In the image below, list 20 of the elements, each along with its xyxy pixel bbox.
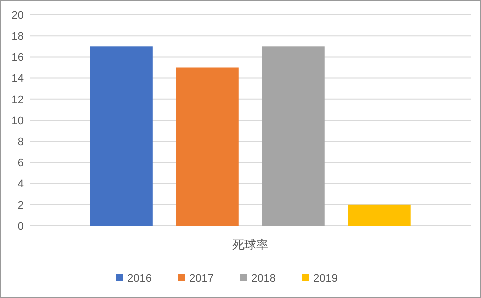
y-tick-label: 20 <box>12 10 24 22</box>
bar <box>176 68 239 226</box>
y-tick-label: 2 <box>18 200 24 212</box>
y-tick-label: 18 <box>12 30 24 43</box>
y-tick-label: 4 <box>18 178 24 191</box>
y-tick-label: 8 <box>18 136 24 148</box>
legend-label: 2017 <box>190 272 214 285</box>
legend-label: 2016 <box>128 272 152 285</box>
y-tick-label: 6 <box>18 158 24 170</box>
legend-label: 2018 <box>252 272 276 285</box>
bar <box>90 46 153 226</box>
y-tick-label: 12 <box>12 94 24 106</box>
bar <box>262 46 325 226</box>
x-tick-label: 死球率 <box>232 238 268 252</box>
y-tick-label: 10 <box>12 115 24 128</box>
legend-label: 2019 <box>314 272 338 285</box>
y-tick-label: 16 <box>12 52 24 64</box>
bar <box>348 204 411 226</box>
y-tick-label: 0 <box>18 220 24 233</box>
y-tick-label: 14 <box>12 73 24 86</box>
